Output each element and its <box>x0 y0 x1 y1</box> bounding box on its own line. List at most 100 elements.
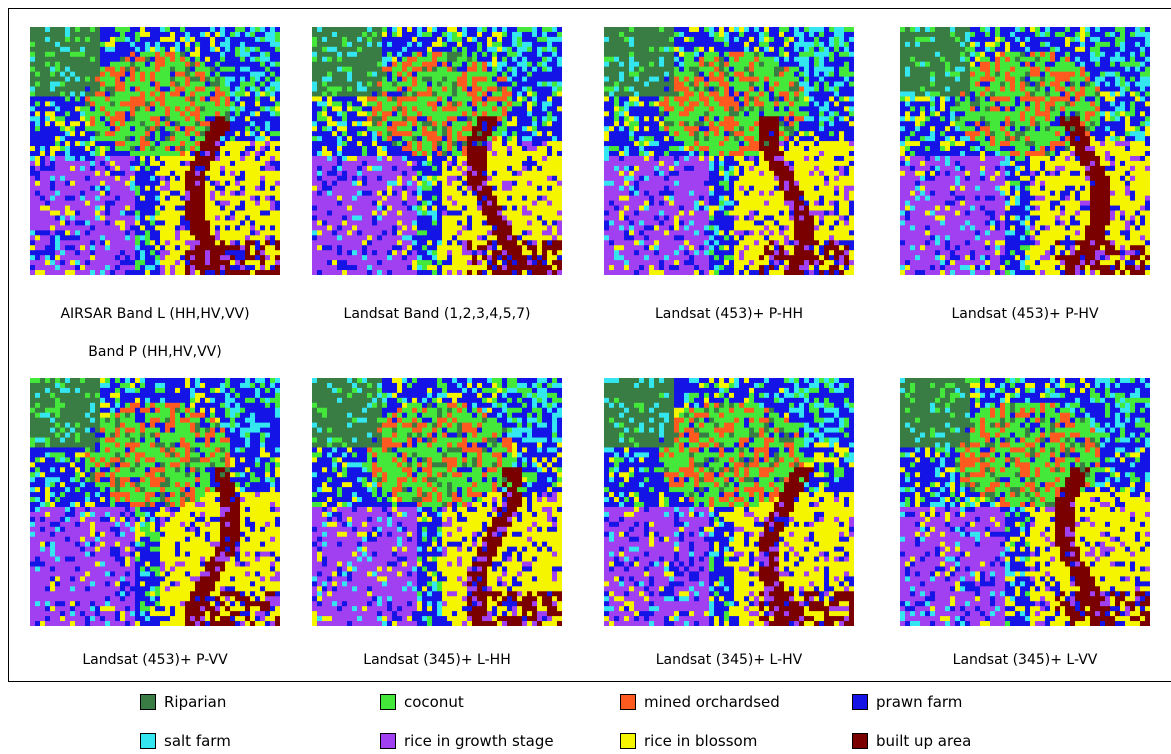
map-cell <box>210 57 221 62</box>
map-cell <box>532 270 548 275</box>
map-cell <box>900 77 931 82</box>
map-cell <box>1065 111 1071 116</box>
map-cell <box>1110 42 1116 47</box>
map-cell <box>522 87 528 92</box>
map-cell <box>190 151 196 156</box>
map-cell <box>220 181 226 186</box>
map-cell <box>155 265 161 270</box>
map-cell <box>135 220 141 225</box>
map-cell <box>1045 52 1051 57</box>
map-cell <box>522 141 533 146</box>
map-cell <box>402 211 418 216</box>
map-cell <box>65 126 71 131</box>
map-cell <box>412 240 418 245</box>
map-cell <box>337 111 343 116</box>
map-cell <box>367 87 383 92</box>
map-cell <box>754 220 765 225</box>
map-cell <box>215 196 251 201</box>
map-cell <box>220 215 226 220</box>
map-cell <box>1015 96 1021 101</box>
map-cell <box>689 96 700 101</box>
map-cell <box>170 72 176 77</box>
map-cell <box>619 87 625 92</box>
map-cell <box>1105 116 1111 121</box>
map-cell <box>955 67 966 72</box>
map-cell <box>150 72 156 77</box>
map-cell <box>639 126 645 131</box>
map-cell <box>975 96 981 101</box>
map-cell <box>150 32 171 37</box>
map-cell <box>804 215 815 220</box>
map-cell <box>337 47 358 52</box>
map-cell <box>230 37 256 42</box>
map-cell <box>719 82 730 87</box>
map-cell <box>1060 82 1066 87</box>
map-cell <box>80 37 86 42</box>
map-cell <box>779 131 785 136</box>
map-cell <box>220 156 241 161</box>
map-cell <box>684 67 690 72</box>
map-cell <box>140 265 146 270</box>
map-cell <box>135 230 146 235</box>
map-cell <box>502 136 508 141</box>
map-cell <box>507 220 513 225</box>
map-cell <box>362 161 368 166</box>
map-cell <box>960 91 966 96</box>
map-cell <box>65 72 71 77</box>
map-cell <box>240 77 246 82</box>
map-cell <box>407 191 413 196</box>
map-cell <box>230 101 236 106</box>
map-cell <box>210 37 216 42</box>
map-cell <box>804 156 810 161</box>
map-cell <box>729 245 735 250</box>
map-cell <box>477 101 483 106</box>
map-cell <box>1140 111 1146 116</box>
map-cell <box>165 121 171 126</box>
map-cell <box>265 77 271 82</box>
map-cell <box>220 52 226 57</box>
map-cell <box>442 101 448 106</box>
map-cell <box>674 191 690 196</box>
map-cell <box>437 260 443 265</box>
map-cell <box>160 255 166 260</box>
map-cell <box>1100 121 1126 126</box>
map-cell <box>417 111 423 116</box>
map-cell <box>140 91 146 96</box>
map-cell <box>552 201 562 206</box>
map-cell <box>317 42 343 47</box>
map-cell <box>527 146 538 151</box>
map-cell <box>659 141 685 146</box>
map-cell <box>639 96 660 101</box>
map-cell <box>442 32 448 37</box>
map-cell <box>744 270 750 275</box>
map-cell <box>634 235 645 240</box>
map-cell <box>347 111 358 116</box>
map-cell <box>804 206 810 211</box>
map-cell <box>50 72 56 77</box>
map-cell <box>225 116 231 121</box>
map-cell <box>342 166 358 171</box>
map-cell <box>477 171 483 176</box>
map-cell <box>215 141 221 146</box>
map-cell <box>679 57 685 62</box>
map-cell <box>1140 27 1146 32</box>
map-cell <box>200 52 221 57</box>
map-cell <box>392 191 398 196</box>
map-cell <box>130 161 141 166</box>
map-cell <box>1100 72 1106 77</box>
map-cell <box>312 116 318 121</box>
map-cell <box>537 121 543 126</box>
map-cell <box>347 121 353 126</box>
map-cell <box>1085 42 1096 47</box>
map-cell <box>724 245 730 250</box>
map-cell <box>387 52 393 57</box>
map-cell <box>457 47 463 52</box>
map-cell <box>145 121 156 126</box>
map-cell <box>980 57 991 62</box>
map-cell <box>472 245 478 250</box>
map-cell <box>1100 37 1116 42</box>
map-cell <box>639 151 645 156</box>
map-cell <box>734 126 740 131</box>
map-cell <box>322 245 333 250</box>
map-cell <box>145 126 151 131</box>
